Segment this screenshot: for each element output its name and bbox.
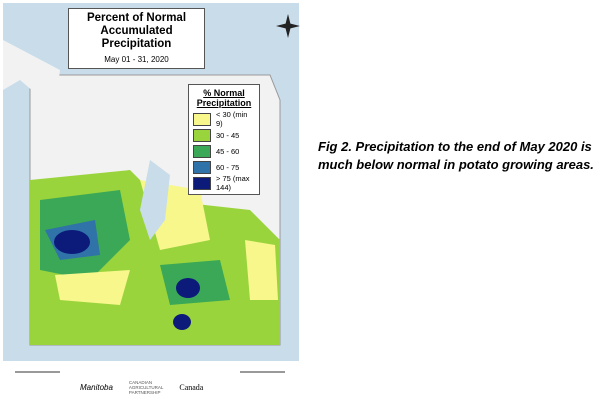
partnership-logo: CANADIAN AGRICULTURAL PARTNERSHIP (129, 380, 163, 395)
zone-over-75 (176, 278, 200, 298)
legend-item: 60 - 75 (193, 159, 255, 175)
legend-title: % Normal Precipitation (196, 88, 252, 108)
map-subtitle: May 01 - 31, 2020 (104, 55, 169, 64)
legend-swatch (193, 144, 211, 158)
legend-item: 30 - 45 (193, 127, 255, 143)
logo-text: Manitoba (80, 383, 113, 392)
legend-label: < 30 (min 9) (216, 110, 248, 128)
logo-text: CANADIAN (128, 380, 153, 385)
legend-swatch (193, 112, 211, 126)
zone-over-75 (173, 314, 191, 330)
zone-over-75 (54, 230, 90, 254)
footer (12, 363, 292, 403)
logo-text: AGRICULTURAL (128, 385, 164, 390)
north-arrow (276, 14, 300, 38)
legend-item: < 30 (min 9) (193, 110, 255, 128)
caption: Fig 2. Precipitation to the end of May 2… (318, 139, 594, 172)
legend-label: 45 - 60 (216, 146, 240, 156)
map-title: Percent of Normal Accumulated Precipitat… (86, 12, 187, 50)
legend-label: 60 - 75 (216, 162, 240, 172)
zone-under-30 (55, 270, 130, 305)
zone-under-30 (245, 240, 278, 300)
legend-label: 30 - 45 (216, 130, 240, 140)
legend: % Normal Precipitation < 30 (min 9) 30 - … (188, 84, 260, 195)
logo-text: Canada (179, 383, 204, 392)
land (3, 40, 60, 110)
lake (140, 160, 170, 240)
legend-swatch (193, 128, 211, 142)
legend-label: > 75 (max 144) (216, 174, 250, 192)
legend-swatch (193, 160, 211, 174)
legend-item: > 75 (max 144) (193, 174, 255, 192)
logo-text: PARTNERSHIP (128, 390, 161, 395)
logos: Manitoba CANADIAN AGRICULTURAL PARTNERSHIP C… (80, 380, 203, 395)
title-box: Percent of Normal Accumulated Precipitat… (68, 8, 205, 69)
legend-item: 45 - 60 (193, 143, 255, 159)
legend-swatch (193, 176, 211, 190)
